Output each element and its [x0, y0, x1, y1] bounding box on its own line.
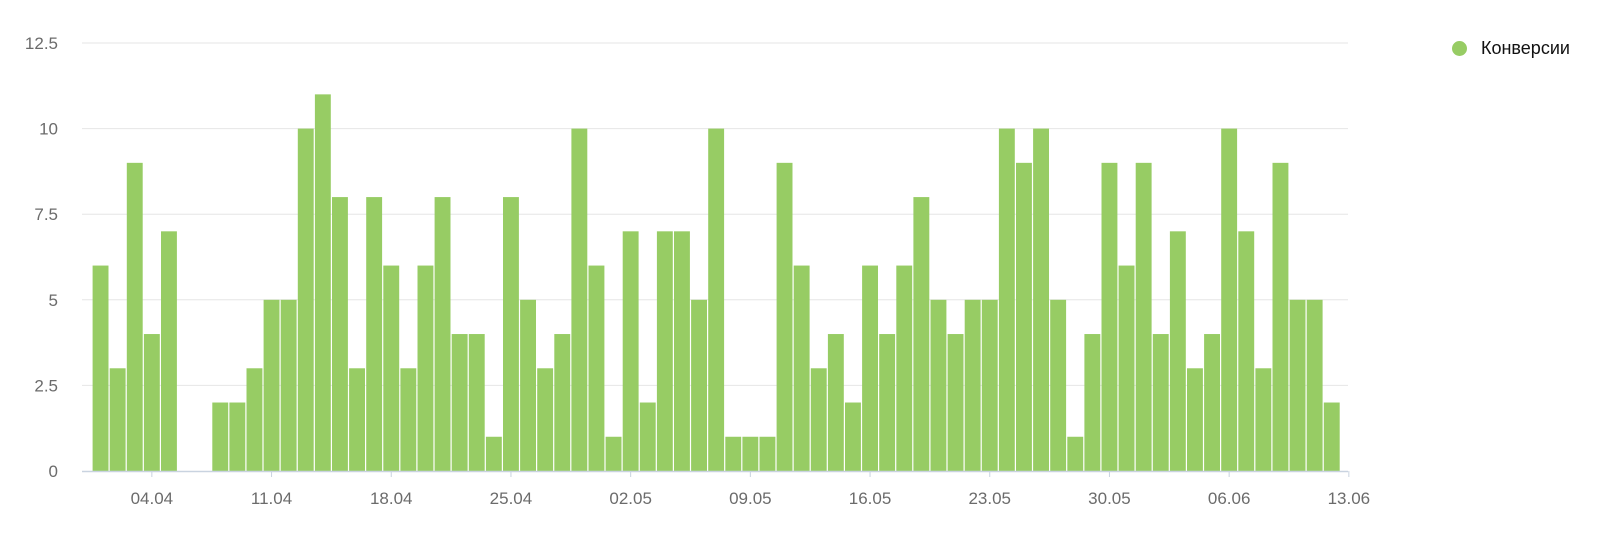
bar[interactable] [879, 334, 896, 471]
bar[interactable] [1135, 162, 1152, 471]
bar[interactable] [725, 436, 742, 471]
bar[interactable] [1016, 162, 1032, 471]
bar[interactable] [571, 128, 588, 471]
bar[interactable] [1169, 231, 1186, 471]
bar[interactable] [742, 436, 759, 471]
bar[interactable] [1084, 334, 1101, 471]
bar[interactable] [605, 436, 622, 471]
bar[interactable] [520, 299, 536, 471]
y-tick-label: 12.5 [25, 34, 58, 53]
bar[interactable] [691, 299, 707, 471]
bar[interactable] [485, 436, 502, 471]
bar[interactable] [708, 128, 725, 471]
bar[interactable] [1118, 265, 1135, 471]
bar[interactable] [845, 402, 861, 471]
bar[interactable] [1238, 231, 1255, 471]
x-tick-label: 30.05 [1088, 489, 1131, 508]
bar[interactable] [896, 265, 913, 471]
bar[interactable] [793, 265, 810, 471]
bar[interactable] [656, 231, 673, 471]
bar[interactable] [1289, 299, 1306, 471]
bar[interactable] [930, 299, 947, 471]
bar[interactable] [468, 334, 485, 471]
bar[interactable] [1067, 436, 1084, 471]
bar[interactable] [366, 197, 383, 471]
bar[interactable] [434, 197, 451, 471]
bar[interactable] [280, 299, 297, 471]
bar[interactable] [981, 299, 998, 471]
bar[interactable] [126, 162, 143, 471]
x-tick-label: 13.06 [1328, 489, 1371, 508]
y-tick-label: 2.5 [34, 376, 58, 395]
bar[interactable] [776, 162, 793, 471]
x-tick-label: 04.04 [131, 489, 174, 508]
y-axis-labels: 0 2.5 5 7.5 10 12.5 [25, 34, 58, 481]
x-axis [82, 470, 1350, 477]
legend-label: Конверсии [1481, 38, 1570, 58]
x-axis-labels: 04.04 11.04 18.04 25.04 02.05 09.05 16.05 23.05… [131, 489, 1371, 508]
bar[interactable] [1306, 299, 1323, 471]
y-tick-label: 7.5 [34, 205, 58, 224]
x-tick-label: 23.05 [968, 489, 1011, 508]
bar[interactable] [947, 334, 964, 471]
y-tick-label: 10 [39, 120, 58, 139]
bar[interactable] [810, 368, 827, 471]
bar[interactable] [1272, 162, 1289, 471]
bar[interactable] [417, 265, 434, 471]
bar[interactable] [537, 368, 554, 471]
bar[interactable] [1187, 368, 1203, 471]
legend[interactable]: Конверсии [1452, 38, 1570, 59]
bar[interactable] [827, 334, 844, 471]
y-tick-label: 5 [49, 291, 58, 310]
bar[interactable] [554, 334, 571, 471]
bar[interactable] [862, 265, 878, 471]
x-tick-label: 16.05 [849, 489, 892, 508]
bar[interactable] [622, 231, 639, 471]
bar[interactable] [1050, 299, 1067, 471]
bar[interactable] [674, 231, 690, 471]
x-tick-label: 25.04 [490, 489, 533, 508]
bar[interactable] [297, 128, 314, 471]
bar[interactable] [263, 299, 280, 471]
bar[interactable] [400, 368, 417, 471]
bar[interactable] [1101, 162, 1118, 471]
bar[interactable] [639, 402, 656, 471]
bar[interactable] [451, 334, 468, 471]
bar[interactable] [161, 231, 177, 471]
x-tick-label: 06.06 [1208, 489, 1251, 508]
bar[interactable] [246, 368, 263, 471]
bar[interactable] [212, 402, 229, 471]
y-tick-label: 0 [49, 462, 58, 481]
bar[interactable] [588, 265, 605, 471]
x-tick-label: 02.05 [609, 489, 652, 508]
bars [92, 94, 1340, 472]
bar[interactable] [1255, 368, 1272, 471]
x-tick-label: 09.05 [729, 489, 772, 508]
bar[interactable] [759, 436, 776, 471]
x-tick-label: 11.04 [251, 489, 292, 508]
bar[interactable] [998, 128, 1015, 471]
bar[interactable] [913, 197, 930, 471]
bar[interactable] [503, 197, 519, 471]
bar[interactable] [314, 94, 331, 472]
bar[interactable] [1152, 334, 1169, 471]
bar[interactable] [92, 265, 109, 471]
bar[interactable] [229, 402, 246, 471]
bar[interactable] [1204, 334, 1220, 471]
bar[interactable] [1033, 128, 1049, 471]
legend-swatch [1452, 41, 1467, 56]
bar[interactable] [1323, 402, 1340, 471]
bar[interactable] [383, 265, 400, 471]
bar[interactable] [349, 368, 365, 471]
bar[interactable] [109, 368, 126, 471]
bar[interactable] [1221, 128, 1238, 471]
bar[interactable] [964, 299, 981, 471]
x-tick-label: 18.04 [370, 489, 413, 508]
bar[interactable] [143, 334, 160, 471]
bar[interactable] [332, 197, 348, 471]
